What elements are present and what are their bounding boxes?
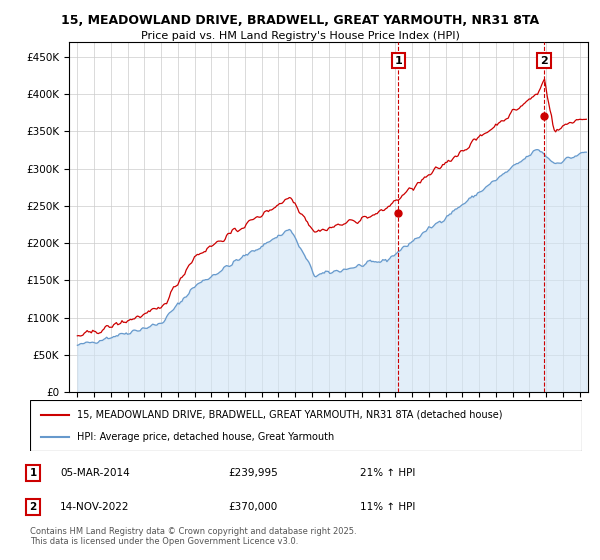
Text: 15, MEADOWLAND DRIVE, BRADWELL, GREAT YARMOUTH, NR31 8TA: 15, MEADOWLAND DRIVE, BRADWELL, GREAT YA… — [61, 14, 539, 27]
Text: £239,995: £239,995 — [228, 468, 278, 478]
Text: 1: 1 — [394, 55, 402, 66]
FancyBboxPatch shape — [30, 400, 582, 451]
Text: 1: 1 — [29, 468, 37, 478]
Text: HPI: Average price, detached house, Great Yarmouth: HPI: Average price, detached house, Grea… — [77, 432, 334, 442]
Text: 2: 2 — [29, 502, 37, 512]
Text: 05-MAR-2014: 05-MAR-2014 — [60, 468, 130, 478]
Text: 2: 2 — [540, 55, 548, 66]
Text: 14-NOV-2022: 14-NOV-2022 — [60, 502, 130, 512]
Text: 15, MEADOWLAND DRIVE, BRADWELL, GREAT YARMOUTH, NR31 8TA (detached house): 15, MEADOWLAND DRIVE, BRADWELL, GREAT YA… — [77, 409, 502, 419]
Text: 21% ↑ HPI: 21% ↑ HPI — [360, 468, 415, 478]
Text: Contains HM Land Registry data © Crown copyright and database right 2025.
This d: Contains HM Land Registry data © Crown c… — [30, 526, 356, 546]
Text: £370,000: £370,000 — [228, 502, 277, 512]
Text: 11% ↑ HPI: 11% ↑ HPI — [360, 502, 415, 512]
Text: Price paid vs. HM Land Registry's House Price Index (HPI): Price paid vs. HM Land Registry's House … — [140, 31, 460, 41]
